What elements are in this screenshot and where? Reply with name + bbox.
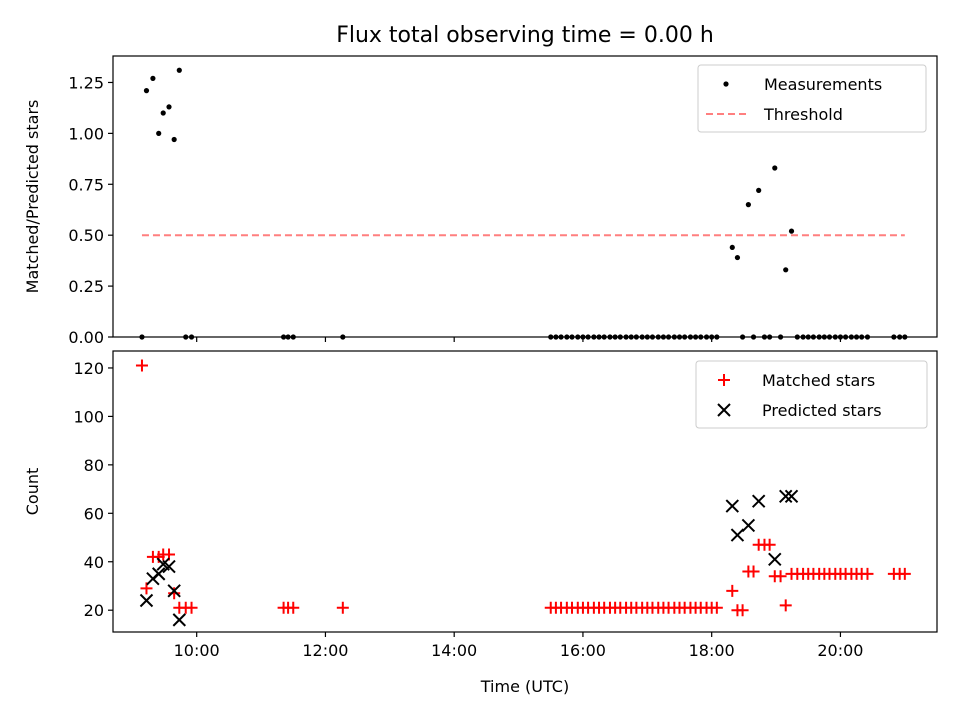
data-point (185, 601, 198, 614)
data-point (725, 499, 739, 513)
y-axis-title: Count (23, 468, 42, 516)
data-point (139, 593, 154, 608)
data-point (745, 202, 751, 208)
data-point (726, 584, 739, 597)
top-panel: Flux total observing time = 0.00 h 0.00 0.… (23, 23, 938, 347)
chart-title: Flux total observing time = 0.00 h (336, 23, 714, 48)
y-tick-label: 1.00 (68, 124, 104, 143)
y-tick-label: 0.50 (68, 226, 104, 245)
data-point (779, 599, 792, 612)
legend-label: Matched stars (762, 371, 875, 390)
legend-box (697, 64, 927, 133)
data-point (768, 552, 782, 567)
series-matched-stars (135, 359, 911, 617)
data-point (710, 601, 723, 614)
legend-label: Threshold (763, 105, 843, 124)
data-point (729, 244, 735, 251)
legend: Measurements Threshold (697, 64, 927, 133)
x-axis-title: Time (UTC) (480, 677, 569, 696)
data-point (176, 67, 182, 73)
data-point (156, 130, 162, 136)
legend-box (695, 360, 928, 429)
legend-label: Measurements (764, 75, 882, 94)
legend-marker (717, 403, 731, 417)
x-tick-label: 14:00 (431, 641, 477, 660)
legend: Matched stars Predicted stars (695, 360, 928, 429)
axes-frame (112, 55, 938, 338)
data-point (143, 88, 150, 94)
data-point (736, 604, 749, 617)
data-point (151, 567, 166, 581)
y-tick-label: 0.75 (68, 175, 104, 194)
data-point (172, 613, 187, 627)
data-point (747, 565, 760, 578)
data-point (774, 570, 787, 583)
data-point (734, 254, 741, 261)
x-tick-label: 20:00 (817, 641, 863, 660)
data-point (788, 228, 795, 234)
x-tick-label: 16:00 (560, 641, 606, 660)
data-point (861, 567, 874, 580)
data-point (167, 584, 181, 598)
y-axis-title: Matched/Predicted stars (23, 100, 42, 294)
x-tick-label: 18:00 (689, 641, 735, 660)
data-point (171, 136, 177, 143)
series-predicted-stars (139, 489, 799, 627)
y-tick-label: 40 (84, 553, 104, 572)
data-point (135, 359, 148, 372)
data-point (779, 489, 793, 504)
data-point (287, 601, 300, 614)
y-tick-label: 80 (84, 456, 104, 475)
data-point (168, 587, 181, 600)
data-point (162, 559, 176, 574)
x-tick-label: 12:00 (302, 641, 348, 660)
data-point (140, 582, 153, 595)
data-point (150, 75, 156, 81)
data-point (741, 518, 756, 533)
bottom-panel: 20 40 60 80 100 120 10:00 12:00 14:00 16:00 18:00 2… (23, 350, 938, 696)
data-point (784, 489, 799, 504)
data-point (336, 601, 349, 614)
y-tick-label: 120 (73, 359, 104, 378)
y-tick-label: 0.00 (68, 328, 104, 347)
data-point (772, 165, 778, 171)
data-point (898, 567, 911, 580)
legend-marker (718, 374, 730, 386)
y-tick-label: 1.25 (68, 73, 104, 92)
y-tick-label: 100 (73, 407, 104, 426)
data-point (751, 494, 766, 508)
data-point (730, 528, 745, 542)
y-tick-label: 20 (84, 601, 104, 620)
data-point (783, 267, 789, 273)
y-tick-label: 60 (84, 504, 104, 523)
legend-marker (723, 81, 729, 87)
axes-frame (112, 350, 938, 633)
legend-label: Predicted stars (762, 401, 882, 420)
x-tick-label: 10:00 (174, 641, 220, 660)
data-point (166, 104, 172, 110)
data-point (763, 538, 776, 551)
data-point (160, 110, 166, 116)
y-tick-label: 0.25 (68, 277, 104, 296)
data-point (756, 187, 762, 193)
